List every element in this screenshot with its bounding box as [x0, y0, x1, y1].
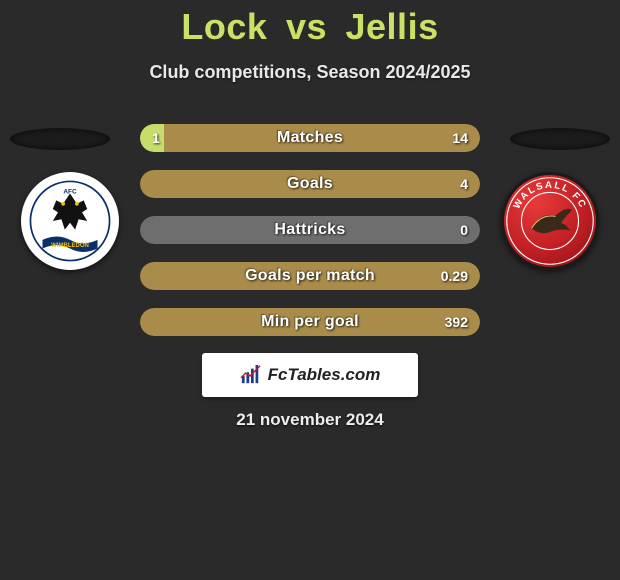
date-label: 21 november 2024	[0, 410, 620, 430]
stat-bar-label: Goals per match	[140, 262, 480, 290]
stat-bar-row: Goals4	[140, 170, 480, 198]
afc-wimbledon-crest-icon: WIMBLEDON AFC	[27, 178, 113, 264]
stat-bar-row: Hattricks0	[140, 216, 480, 244]
stat-bar-value-left: 1	[152, 124, 160, 152]
attribution-badge: FcTables.com	[202, 353, 418, 397]
player2-name: Jellis	[346, 6, 439, 47]
stat-bar-label: Matches	[140, 124, 480, 152]
stat-bar-value-right: 0	[460, 216, 468, 244]
crest-shadow-right	[510, 128, 610, 150]
crest-shadow-left	[10, 128, 110, 150]
stat-bar-value-right: 0.29	[441, 262, 468, 290]
comparison-infographic: Lock vs Jellis Club competitions, Season…	[0, 0, 620, 580]
stat-bar-row: Matches1 14	[140, 124, 480, 152]
subtitle: Club competitions, Season 2024/2025	[0, 62, 620, 83]
stat-bars: Matches1 14 Goals4 Hattricks0 Goals per matc…	[140, 124, 480, 354]
svg-text:AFC: AFC	[63, 188, 77, 195]
page-title: Lock vs Jellis	[0, 0, 620, 48]
stat-bar-label: Goals	[140, 170, 480, 198]
attribution-text: FcTables.com	[268, 365, 381, 385]
bar-chart-icon	[240, 365, 262, 385]
stat-bar-label: Hattricks	[140, 216, 480, 244]
club-crest-left: WIMBLEDON AFC	[21, 172, 119, 270]
svg-text:WALSALL FC: WALSALL FC	[512, 180, 589, 211]
svg-text:WIMBLEDON: WIMBLEDON	[51, 243, 89, 249]
stat-bar-row: Goals per match0.29	[140, 262, 480, 290]
stat-bar-row: Min per goal392	[140, 308, 480, 336]
stat-bar-value-right: 14	[452, 124, 468, 152]
stat-bar-label: Min per goal	[140, 308, 480, 336]
player1-name: Lock	[181, 6, 267, 47]
stat-bar-value-right: 392	[445, 308, 468, 336]
vs-label: vs	[286, 6, 327, 47]
stat-bar-value-right: 4	[460, 170, 468, 198]
walsall-fc-crest-icon: WALSALL FC	[504, 175, 596, 267]
club-crest-right: WALSALL FC	[501, 172, 599, 270]
